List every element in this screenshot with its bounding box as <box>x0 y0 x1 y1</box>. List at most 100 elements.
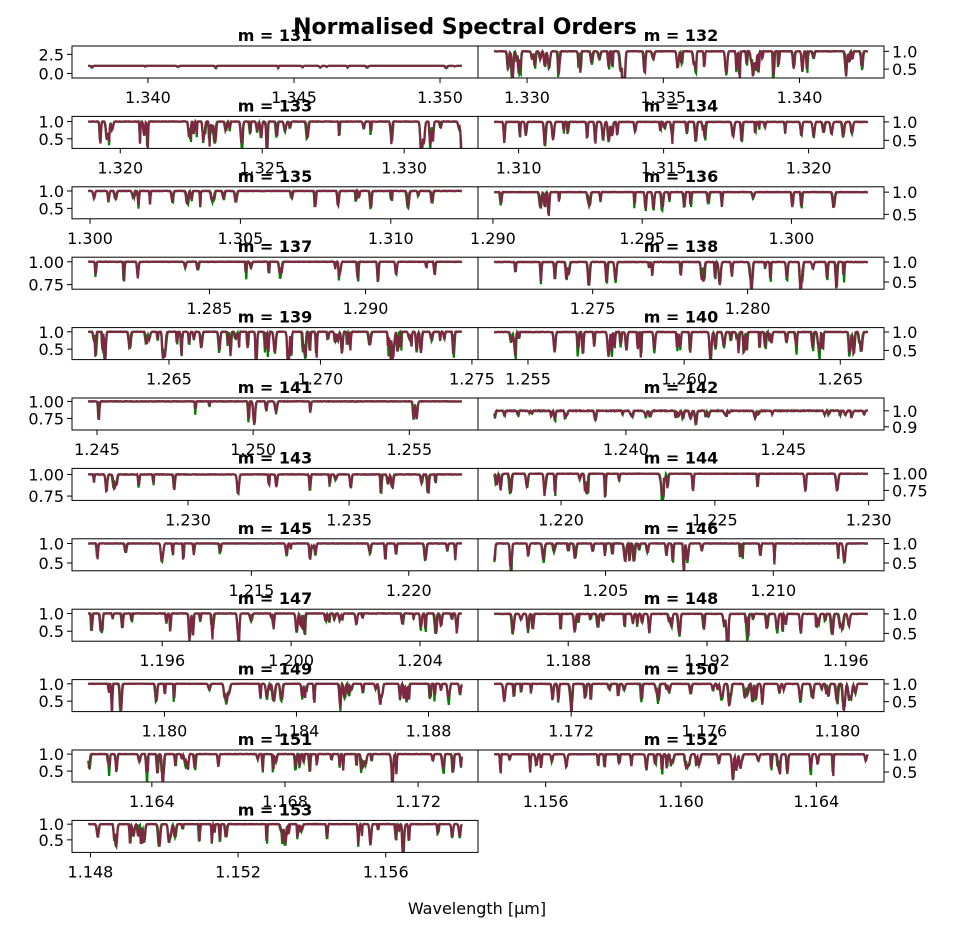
x-tick-label: 1.180 <box>142 722 188 741</box>
y-tick-label: 0.75 <box>28 487 64 506</box>
y-tick-label: 1.00 <box>892 465 928 484</box>
x-tick-label: 1.230 <box>165 510 211 529</box>
panel-3: 0.51.0 1.320 1.325 1.330 m = 133 <box>39 96 479 177</box>
panel-frame <box>71 819 479 853</box>
panel-2: 0.51.0 1.330 1.335 1.340 m = 132 <box>477 26 917 107</box>
panel-12: 0.91.0 1.240 1.245 m = 142 <box>477 378 917 459</box>
spectrum-series-b <box>494 330 869 359</box>
spectrum-series-b <box>87 329 462 360</box>
x-tick-label: 1.325 <box>239 158 285 177</box>
x-tick-label: 1.160 <box>658 792 704 811</box>
spectrum-series-b <box>88 187 463 210</box>
x-tick-label: 1.300 <box>67 229 113 248</box>
panel-title: m = 137 <box>238 237 313 256</box>
y-tick-label: 1.0 <box>39 323 64 342</box>
x-tick-label: 1.180 <box>815 722 861 741</box>
spectrum-series-b <box>494 190 868 217</box>
figure-title: Normalised Spectral Orders <box>293 15 637 40</box>
panel-frame <box>477 256 885 290</box>
x-tick-label: 1.225 <box>692 510 738 529</box>
panel-frame <box>477 467 885 501</box>
x-tick-label: 1.176 <box>681 722 727 741</box>
y-tick-label: 0.5 <box>892 763 917 782</box>
panel-6: 0.5 1.0 1.290 1.295 1.300 m = 136 <box>470 167 917 248</box>
y-tick-label: 1.0 <box>892 675 917 694</box>
y-tick-label: 0.5 <box>39 622 64 641</box>
x-tick-label: 1.196 <box>823 651 869 670</box>
x-tick-label: 1.250 <box>230 440 276 459</box>
y-tick-label: 1.0 <box>892 745 917 764</box>
spectrum-series-b <box>88 399 462 425</box>
x-tick-label: 1.265 <box>817 370 863 389</box>
y-tick-label: 1.00 <box>28 392 64 411</box>
x-axis-label: Wavelength [μm] <box>408 899 546 918</box>
panel-17: 0.51.0 1.196 1.200 1.204 m = 147 <box>39 589 479 670</box>
panel-title: m = 147 <box>238 589 313 608</box>
panel-21: 0.51.0 1.164 1.168 1.172 m = 151 <box>39 730 479 811</box>
x-tick-label: 1.215 <box>228 581 274 600</box>
y-tick-label: 0.5 <box>39 199 64 218</box>
x-tick-label: 1.245 <box>760 440 806 459</box>
x-tick-label: 1.188 <box>406 722 452 741</box>
x-tick-label: 1.350 <box>417 88 463 107</box>
y-tick-label: 0.75 <box>28 276 64 295</box>
y-tick-label: 1.0 <box>892 42 917 61</box>
panel-frame <box>477 45 885 79</box>
panel-frame <box>477 327 885 361</box>
panel-frame <box>477 608 885 642</box>
y-tick-label: 0.5 <box>892 205 917 224</box>
x-tick-label: 1.156 <box>523 792 569 811</box>
x-tick-label: 1.280 <box>725 299 771 318</box>
y-tick-label: 1.0 <box>892 113 917 132</box>
x-tick-label: 1.315 <box>641 158 687 177</box>
panel-frame <box>477 679 885 713</box>
x-tick-label: 1.310 <box>368 229 414 248</box>
y-tick-label: 0.5 <box>39 554 64 573</box>
x-tick-label: 1.220 <box>538 510 584 529</box>
y-tick-label: 2.5 <box>39 45 64 64</box>
x-tick-label: 1.196 <box>139 651 185 670</box>
x-tick-label: 1.255 <box>505 370 551 389</box>
spectrum-series-a <box>87 260 463 283</box>
panel-18: 0.51.0 1.188 1.192 1.196 m = 148 <box>477 589 917 670</box>
x-tick-label: 1.310 <box>496 158 542 177</box>
y-tick-label: 0.5 <box>39 831 64 850</box>
y-tick-label: 0.5 <box>892 60 917 79</box>
spectrum-series-b <box>493 48 868 78</box>
panel-frame <box>71 45 479 79</box>
y-tick-label: 0.5 <box>39 762 64 781</box>
panel-title: m = 136 <box>644 167 719 186</box>
panel-19: 0.51.0 1.180 1.184 1.188 m = 149 <box>39 660 479 741</box>
panel-title: m = 146 <box>644 519 719 538</box>
x-tick-label: 1.340 <box>125 88 171 107</box>
panel-title: m = 140 <box>644 308 719 327</box>
y-tick-label: 0.5 <box>39 340 64 359</box>
x-tick-label: 1.255 <box>386 440 432 459</box>
panel-title: m = 145 <box>238 519 313 538</box>
x-tick-label: 1.240 <box>603 440 649 459</box>
x-tick-label: 1.275 <box>570 299 616 318</box>
spectrum-series-a <box>493 470 868 501</box>
spectrum-series-b <box>493 611 868 642</box>
x-tick-label: 1.164 <box>793 792 839 811</box>
spectrum-series-b <box>87 119 463 149</box>
spectrum-series-b <box>87 472 462 497</box>
y-tick-label: 0.5 <box>39 130 64 149</box>
y-tick-label: 1.0 <box>892 605 917 624</box>
panel-14: 0.751.00 1.220 1.225 1.230 m = 144 <box>477 448 928 529</box>
x-tick-label: 1.220 <box>386 581 432 600</box>
x-tick-label: 1.168 <box>262 792 308 811</box>
y-tick-label: 1.0 <box>39 745 64 764</box>
x-tick-label: 1.184 <box>274 722 320 741</box>
y-tick-label: 1.0 <box>892 402 917 421</box>
panel-frame <box>477 397 885 431</box>
panel-title: m = 152 <box>644 730 719 749</box>
panel-title: m = 153 <box>238 800 313 819</box>
x-tick-label: 1.320 <box>97 158 143 177</box>
x-tick-label: 1.210 <box>750 581 796 600</box>
panel-title: m = 131 <box>238 26 313 45</box>
y-tick-label: 1.0 <box>892 183 917 202</box>
panel-title: m = 142 <box>644 378 719 397</box>
